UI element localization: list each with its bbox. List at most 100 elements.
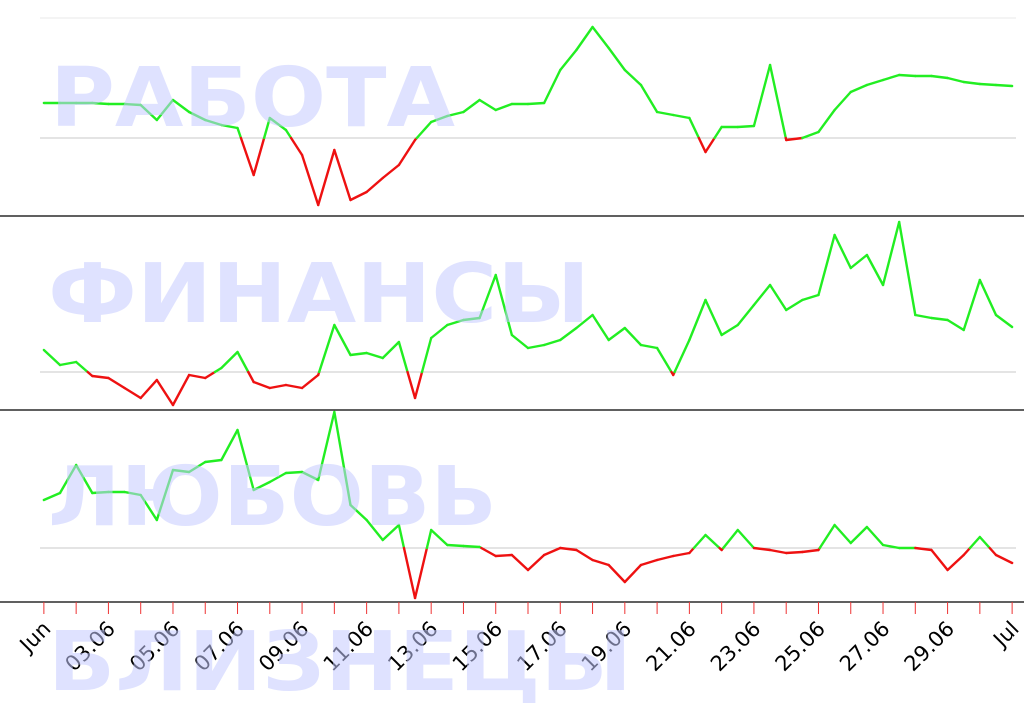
line-segment [736, 303, 756, 327]
line-segment [801, 548, 820, 554]
line-segment [187, 373, 207, 380]
line-segment [349, 190, 368, 202]
line-segment [968, 535, 982, 550]
line-segment [74, 463, 94, 495]
x-tick-label: Jul [987, 617, 1023, 653]
line-segment [785, 298, 804, 312]
line-segment [575, 548, 594, 562]
line-segment [284, 383, 304, 390]
line-segment [446, 318, 465, 327]
line-segment [236, 126, 243, 140]
line-segment [204, 118, 223, 127]
line-segment [881, 220, 901, 287]
line-segment [988, 546, 998, 557]
line-segment [722, 528, 739, 550]
line-segment [542, 546, 562, 557]
line-segment [768, 63, 787, 140]
line-segment [607, 46, 627, 72]
line-segment [639, 558, 659, 567]
line-segment [239, 136, 255, 177]
line-segment [333, 410, 352, 507]
line-segment [752, 546, 772, 552]
line-segment [865, 525, 885, 547]
line-segment [575, 25, 594, 52]
x-tick-label: 25.06 [771, 617, 830, 676]
line-segment [415, 120, 433, 140]
line-segment [785, 550, 804, 555]
line-segment [946, 553, 965, 572]
line-segment [672, 113, 691, 120]
line-segment [429, 323, 449, 340]
watermark: РАБОТА [50, 51, 456, 146]
line-segment [365, 176, 384, 194]
line-segment [155, 98, 175, 122]
line-segment [139, 493, 159, 522]
line-segment [962, 80, 982, 86]
line-segment [688, 298, 707, 342]
line-segment [402, 546, 417, 600]
line-segment [333, 323, 352, 357]
line-segment [736, 528, 756, 550]
line-segment [865, 78, 885, 87]
line-segment [74, 360, 89, 374]
x-tick-label: 21.06 [641, 617, 700, 676]
line-segment [914, 546, 933, 552]
line-segment [881, 73, 901, 82]
line-segment [591, 558, 610, 567]
line-segment [187, 460, 207, 474]
line-segment [510, 553, 530, 572]
line-segment [91, 101, 110, 106]
line-segment [42, 491, 62, 502]
line-segment [623, 68, 643, 87]
line-segment [123, 102, 142, 107]
line-segment [478, 273, 497, 320]
line-segment [720, 323, 739, 337]
line-segment [107, 376, 126, 390]
line-segment [123, 490, 142, 497]
line-segment [946, 76, 965, 84]
line-segment [704, 136, 716, 154]
line-segment [526, 343, 546, 350]
line-segment [365, 518, 384, 542]
line-segment [655, 554, 675, 562]
watermark: ЛЮБОВЬ [48, 450, 497, 545]
line-segment [252, 136, 266, 177]
x-tick-label: 29.06 [900, 617, 959, 676]
line-segment [704, 298, 723, 337]
line-segment [381, 340, 401, 360]
line-segment [833, 523, 852, 545]
line-segment [672, 551, 691, 558]
line-segment [623, 563, 643, 584]
line-segment [494, 102, 514, 112]
watermark: БЛИЗНЕЦЫ [48, 615, 632, 710]
line-segment [688, 116, 701, 140]
line-segment [155, 378, 175, 407]
line-segment [58, 360, 78, 367]
line-segment [317, 148, 336, 207]
line-segment [268, 116, 288, 132]
line-segment [704, 533, 721, 550]
line-segment [639, 343, 659, 350]
line-segment [397, 340, 409, 374]
line-segment [736, 124, 756, 129]
line-segment [833, 90, 852, 112]
line-segment [171, 468, 191, 474]
line-segment [559, 546, 578, 552]
line-segment [247, 370, 255, 384]
line-segment [204, 458, 223, 464]
line-segment [333, 148, 352, 202]
line-segment [58, 463, 78, 495]
line-segment [818, 523, 836, 550]
line-segment [526, 553, 546, 572]
line-segment [220, 428, 239, 462]
line-segment [397, 138, 417, 167]
line-segment [171, 373, 191, 407]
line-segment [236, 428, 255, 492]
line-segment [42, 348, 62, 367]
line-segment [220, 123, 239, 130]
line-segment [865, 253, 885, 287]
line-segment [268, 383, 288, 390]
line-segment [349, 503, 368, 522]
line-segment [978, 82, 998, 87]
line-segment [994, 313, 1014, 329]
